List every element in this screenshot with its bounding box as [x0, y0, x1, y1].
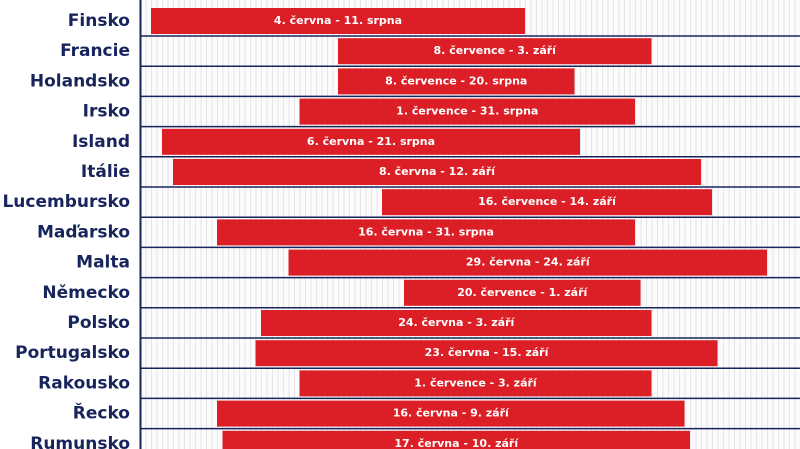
category-label: Holandsko [30, 71, 130, 91]
category-label: Rakousko [38, 373, 130, 393]
category-label: Island [72, 132, 130, 152]
value-label: 1. července - 3. září [414, 376, 538, 389]
value-label: 1. července - 31. srpna [396, 105, 538, 118]
value-label: 8. července - 20. srpna [385, 74, 527, 87]
category-label: Francie [60, 41, 130, 61]
value-label: 17. června - 10. září [394, 437, 519, 449]
category-label: Irsko [83, 102, 130, 122]
bar [217, 219, 635, 246]
category-label: Polsko [67, 313, 130, 333]
bar [338, 68, 575, 95]
bar [222, 430, 690, 449]
bar [217, 400, 685, 427]
value-label: 6. června - 21. srpna [307, 135, 435, 148]
bar [382, 189, 712, 216]
category-label: Malta [76, 253, 130, 273]
value-label: 29. června - 24. září [466, 256, 591, 269]
bar [151, 8, 525, 34]
value-label: 4. června - 11. srpna [274, 14, 402, 27]
category-label: Rumunsko [30, 434, 130, 449]
category-label: Itálie [81, 162, 130, 182]
value-label: 16. července - 14. září [478, 195, 617, 208]
value-label: 8. června - 12. září [379, 165, 496, 178]
category-label: Německo [42, 283, 130, 303]
bar [288, 249, 767, 276]
value-label: 20. července - 1. září [457, 286, 588, 299]
category-label: Lucembursko [2, 192, 130, 212]
bar [162, 128, 580, 155]
bar [299, 98, 635, 125]
category-label: Řecko [73, 402, 130, 424]
category-label: Finsko [68, 11, 130, 31]
bar [404, 279, 641, 306]
bar [338, 38, 652, 65]
value-label: 24. června - 3. září [398, 316, 515, 329]
value-label: 16. června - 9. září [393, 407, 510, 420]
bar [255, 340, 718, 367]
value-label: 23. června - 15. září [425, 346, 550, 359]
category-label: Portugalsko [15, 343, 130, 363]
value-label: 8. července - 3. září [434, 44, 558, 57]
bar [261, 310, 652, 336]
category-label: Maďarsko [37, 222, 130, 242]
bar [299, 370, 652, 397]
bar [173, 159, 701, 185]
value-label: 16. června - 31. srpna [358, 225, 494, 238]
